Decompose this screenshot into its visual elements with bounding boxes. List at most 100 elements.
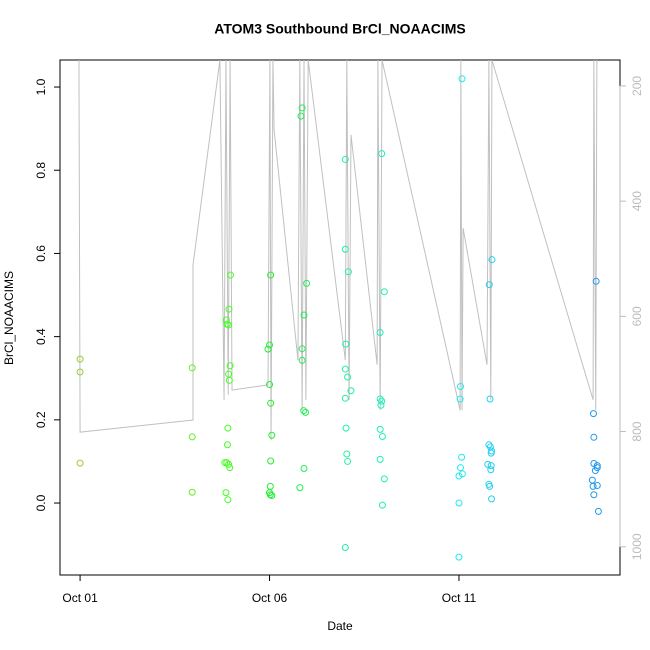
data-point: [488, 495, 496, 503]
data-point: [590, 433, 598, 441]
data-point: [76, 459, 84, 467]
data-point: [378, 432, 386, 440]
y-tick-label: 0.8: [34, 162, 48, 179]
data-point: [224, 424, 232, 432]
data-point: [458, 75, 466, 83]
data-point: [589, 482, 597, 490]
x-tick-label: Oct 01: [62, 591, 98, 605]
data-point: [222, 489, 230, 497]
chart-title: ATOM3 Southbound BrCl_NOAACIMS: [214, 21, 465, 37]
data-point: [378, 397, 386, 405]
pressure-line: [78, 60, 598, 441]
data-point: [347, 387, 355, 395]
y2-tick-label: 600: [630, 306, 644, 326]
data-point: [188, 433, 196, 441]
data-point: [188, 364, 196, 372]
x-tick-label: Oct 06: [252, 591, 288, 605]
data-point: [341, 245, 349, 253]
y2-tick-label: 400: [630, 191, 644, 211]
data-point: [344, 268, 352, 276]
data-point: [487, 449, 495, 457]
data-point: [302, 408, 310, 416]
data-point: [341, 155, 349, 163]
data-point: [266, 341, 274, 349]
y-tick-label: 1.0: [34, 78, 48, 95]
data-point: [377, 401, 385, 409]
data-point: [268, 492, 276, 500]
data-point: [484, 460, 492, 468]
data-point: [380, 475, 388, 483]
data-point: [226, 362, 234, 370]
data-point: [223, 459, 231, 467]
data-point: [486, 482, 494, 490]
data-point: [267, 457, 275, 465]
data-point: [300, 465, 308, 473]
data-point: [455, 499, 463, 507]
data-point: [296, 484, 304, 492]
data-point: [487, 462, 495, 470]
data-point: [266, 482, 274, 490]
data-point: [455, 472, 463, 480]
data-point: [76, 355, 84, 363]
x-tick-label: Oct 11: [442, 591, 477, 605]
data-point: [378, 150, 386, 158]
data-point: [590, 491, 598, 499]
data-point: [458, 470, 466, 478]
data-point: [380, 288, 388, 296]
y-tick-label: 0.2: [34, 411, 48, 428]
data-point: [378, 501, 386, 509]
data-point: [298, 104, 306, 112]
data-point: [589, 410, 597, 418]
data-point: [224, 496, 232, 504]
data-point: [225, 321, 233, 329]
data-point: [487, 466, 495, 474]
y-tick-label: 0.4: [34, 328, 48, 345]
data-point: [485, 441, 493, 449]
data-point: [341, 365, 349, 373]
y2-tick-label: 200: [630, 76, 644, 96]
data-point: [297, 112, 305, 120]
y2-tick-label: 800: [630, 421, 644, 441]
data-point: [226, 464, 234, 472]
data-point: [590, 460, 598, 468]
data-point: [485, 281, 493, 289]
data-point: [588, 476, 596, 484]
data-point: [300, 311, 308, 319]
data-point: [267, 399, 275, 407]
data-point: [76, 368, 84, 376]
data-point: [456, 464, 464, 472]
data-point: [592, 277, 600, 285]
y-tick-label: 0.0: [34, 494, 48, 511]
data-point: [376, 455, 384, 463]
data-point: [298, 345, 306, 353]
data-point: [376, 328, 384, 336]
data-point: [344, 373, 352, 381]
data-point: [341, 394, 349, 402]
data-point: [591, 467, 599, 475]
data-point: [455, 553, 463, 561]
data-point: [342, 340, 350, 348]
data-point: [300, 407, 308, 415]
x-axis-label: Date: [327, 619, 353, 633]
data-point: [341, 544, 349, 552]
plot-area: [76, 60, 602, 561]
data-point: [225, 376, 233, 384]
data-point: [268, 431, 276, 439]
data-point: [376, 425, 384, 433]
data-point: [223, 441, 231, 449]
data-point: [267, 271, 275, 279]
data-point: [488, 256, 496, 264]
data-point: [225, 460, 233, 468]
data-point: [264, 345, 272, 353]
data-point: [456, 395, 464, 403]
data-point: [225, 305, 233, 313]
data-point: [342, 424, 350, 432]
data-point: [593, 482, 601, 490]
data-point: [344, 457, 352, 465]
data-point: [486, 395, 494, 403]
data-point: [221, 459, 229, 467]
data-point: [303, 279, 311, 287]
y-tick-label: 0.6: [34, 245, 48, 262]
data-point: [266, 380, 274, 388]
